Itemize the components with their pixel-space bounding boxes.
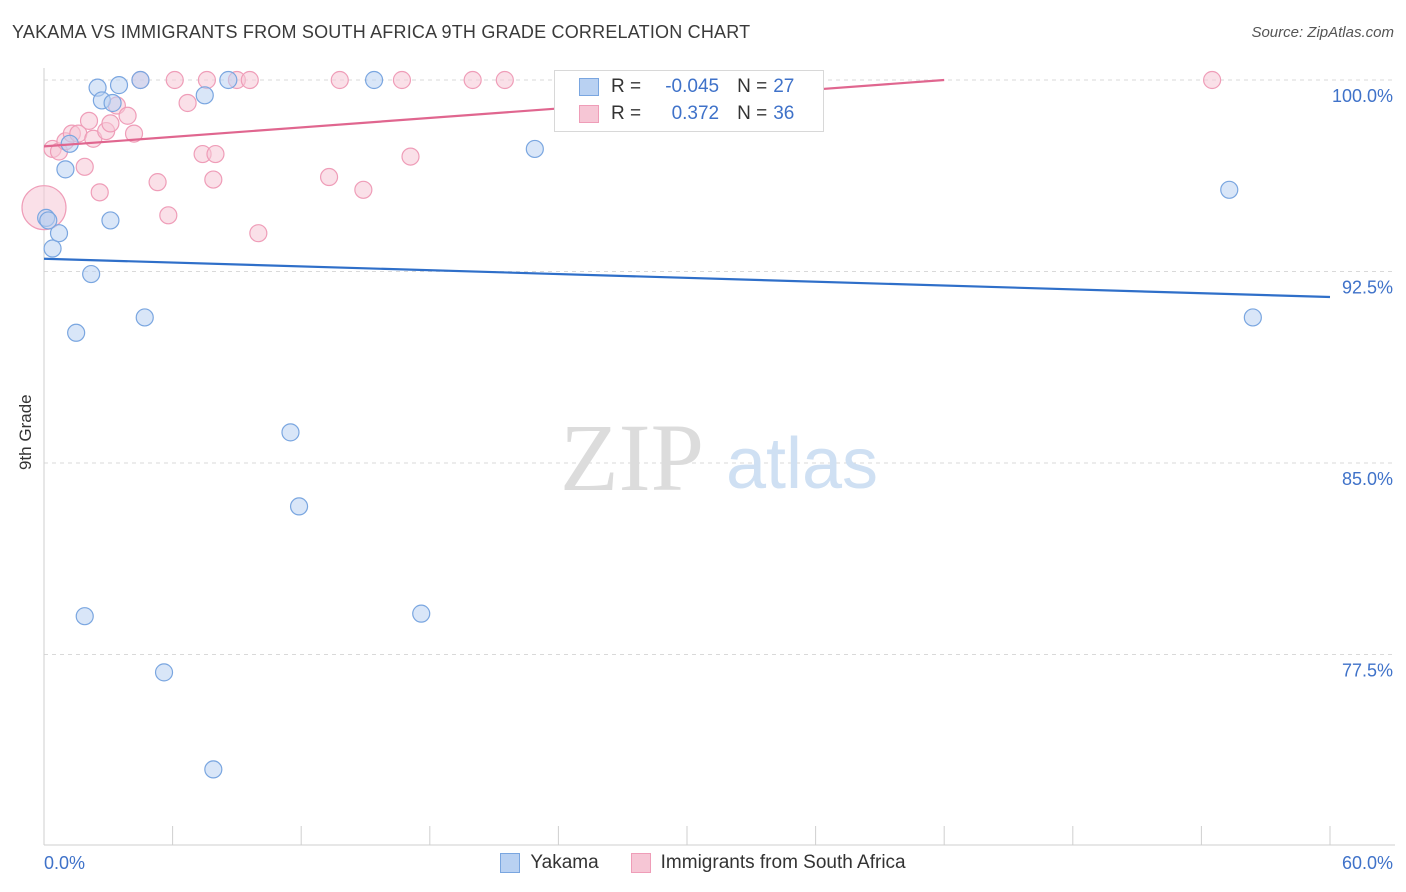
point-south-africa bbox=[75, 157, 94, 176]
point-yakama bbox=[101, 211, 120, 230]
point-south-africa bbox=[495, 70, 514, 90]
y-tick-label: 100.0% bbox=[1332, 86, 1393, 106]
point-yakama bbox=[43, 239, 62, 258]
point-yakama bbox=[39, 211, 58, 230]
point-yakama bbox=[195, 86, 214, 105]
grid-layer bbox=[44, 79, 1395, 655]
point-yakama bbox=[219, 70, 238, 90]
point-yakama bbox=[525, 139, 544, 159]
legend-swatch-pink bbox=[579, 105, 599, 123]
point-yakama bbox=[56, 160, 75, 179]
x-tick-label-min: 0.0% bbox=[44, 853, 85, 873]
point-south-africa bbox=[159, 206, 178, 225]
legend-n-label: N = bbox=[737, 76, 768, 97]
point-south-africa bbox=[101, 114, 120, 133]
legend-swatch-south-africa bbox=[630, 853, 651, 873]
point-yakama bbox=[154, 663, 174, 682]
point-yakama bbox=[135, 308, 154, 327]
point-south-africa bbox=[79, 111, 99, 130]
trendline-yakama bbox=[43, 257, 1331, 299]
y-tick-label: 92.5% bbox=[1342, 278, 1393, 298]
source-label: Source: ZipAtlas.com bbox=[1251, 24, 1394, 41]
legend-item-south-africa[interactable]: Immigrants from South Africa bbox=[630, 852, 906, 874]
y-tick-label: 85.0% bbox=[1342, 469, 1393, 489]
point-south-africa bbox=[148, 173, 167, 192]
x-tick-label-max: 60.0% bbox=[1342, 853, 1393, 873]
legend-label-yakama: Yakama bbox=[530, 852, 599, 873]
chart-title: YAKAMA VS IMMIGRANTS FROM SOUTH AFRICA 9… bbox=[12, 22, 751, 42]
legend-n-value: 36 bbox=[773, 103, 795, 124]
point-yakama bbox=[289, 497, 309, 516]
point-south-africa bbox=[392, 70, 412, 90]
axis-layer: 77.5% 85.0% 92.5% 100.0% 0.0% 60.0% bbox=[43, 68, 1395, 873]
legend-n-value: 27 bbox=[773, 76, 795, 97]
point-yakama bbox=[364, 70, 384, 90]
point-yakama bbox=[75, 607, 94, 626]
points-layer bbox=[21, 70, 1262, 779]
point-yakama bbox=[412, 604, 431, 623]
point-south-africa bbox=[240, 70, 259, 90]
legend-swatch-blue bbox=[579, 78, 599, 96]
point-yakama bbox=[82, 264, 101, 284]
point-south-africa bbox=[206, 144, 225, 164]
point-south-africa bbox=[124, 124, 144, 143]
point-yakama bbox=[281, 423, 300, 442]
point-south-africa bbox=[463, 70, 482, 90]
point-yakama bbox=[131, 70, 150, 90]
legend-swatch-yakama bbox=[500, 853, 521, 873]
watermark: ZIP atlas bbox=[560, 404, 878, 511]
point-yakama bbox=[67, 323, 86, 342]
legend-r-value: -0.045 bbox=[665, 76, 720, 97]
y-tick-label: 77.5% bbox=[1342, 661, 1393, 681]
point-yakama bbox=[1220, 180, 1239, 199]
point-south-africa bbox=[319, 167, 339, 187]
point-south-africa bbox=[197, 70, 216, 90]
legend-row-south-africa: R = 0.372 N = 36 bbox=[555, 101, 794, 127]
point-south-africa bbox=[165, 70, 184, 90]
point-yakama bbox=[109, 76, 129, 95]
legend-r-label: R = bbox=[611, 103, 642, 124]
legend-n-label: N = bbox=[737, 103, 768, 124]
legend-item-yakama[interactable]: Yakama bbox=[500, 852, 599, 874]
legend-row-yakama: R = -0.045 N = 27 bbox=[555, 74, 794, 100]
point-south-africa bbox=[1203, 70, 1222, 90]
point-south-africa bbox=[118, 106, 137, 125]
point-south-africa bbox=[204, 170, 223, 189]
watermark-zip: ZIP bbox=[560, 404, 704, 511]
series-legend: Yakama Immigrants from South Africa bbox=[0, 852, 1406, 874]
point-south-africa bbox=[249, 224, 268, 243]
point-south-africa bbox=[330, 70, 349, 90]
legend-label-south-africa: Immigrants from South Africa bbox=[660, 852, 906, 873]
point-south-africa bbox=[354, 180, 373, 199]
point-south-africa bbox=[90, 183, 109, 202]
legend-r-label: R = bbox=[611, 76, 642, 97]
point-yakama bbox=[103, 93, 122, 113]
point-yakama bbox=[204, 760, 223, 779]
point-yakama bbox=[1243, 308, 1262, 327]
point-south-africa bbox=[178, 93, 197, 113]
legend-r-value: 0.372 bbox=[671, 103, 720, 124]
watermark-atlas: atlas bbox=[726, 424, 878, 504]
stats-legend: R = -0.045 N = 27 R = 0.372 N = 36 bbox=[554, 70, 824, 132]
point-yakama bbox=[49, 224, 69, 243]
point-south-africa bbox=[401, 147, 420, 166]
